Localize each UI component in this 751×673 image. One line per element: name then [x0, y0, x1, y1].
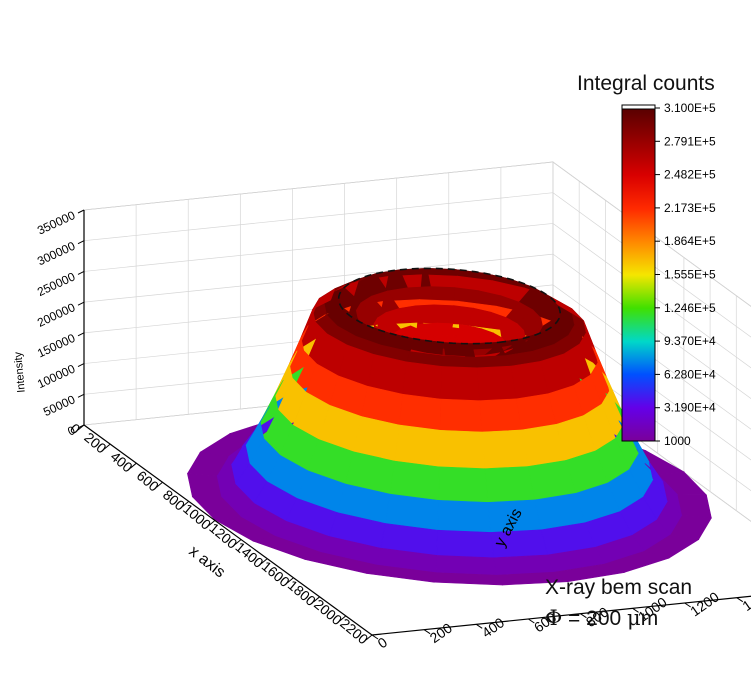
- colorbar-tick-label: 3.100E+5: [664, 101, 716, 115]
- x-axis-line: [83, 424, 373, 636]
- phi-symbol: Φ: [545, 606, 563, 630]
- x-tick-label: 2200: [337, 615, 371, 647]
- colorbar-tick-label: 1.864E+5: [664, 234, 716, 248]
- annotation-title: X-ray bem scan: [545, 576, 693, 599]
- surface-patch: [389, 460, 440, 501]
- surface-patch: [304, 552, 377, 574]
- z-tick: [77, 393, 85, 398]
- z-axis-label: Intensity: [12, 351, 28, 393]
- surface-patch: [438, 466, 489, 503]
- x-tick: [287, 577, 294, 584]
- z-tick: [77, 301, 85, 306]
- z-tick: [77, 424, 85, 429]
- z-tick-label: 300000: [35, 239, 78, 269]
- colorbar-cap: [621, 104, 656, 110]
- surface-patch: [435, 555, 497, 576]
- grid-walls: [83, 161, 751, 522]
- y-tick: [423, 629, 431, 635]
- z-tick-label: 100000: [35, 361, 78, 391]
- x-tick: [313, 596, 320, 603]
- y-tick-label: 400: [479, 614, 507, 641]
- surface-patch: [402, 361, 442, 400]
- surface-patch: [481, 429, 529, 470]
- z-tick-label: 350000: [35, 208, 78, 238]
- colorbar-tick-label: 1.555E+5: [664, 268, 716, 282]
- y-tick: [475, 623, 483, 629]
- colorbar-tick-label: 6.280E+4: [664, 367, 716, 381]
- beam-size-equals: = 200: [562, 607, 628, 630]
- surface-patch: [437, 500, 492, 533]
- surface-patch: [439, 398, 483, 433]
- z-tick-label: 50000: [41, 392, 77, 419]
- z-tick: [77, 270, 85, 275]
- surface-patch: [438, 429, 486, 470]
- surface-patch: [479, 398, 522, 433]
- y-tick-label: 1200: [687, 588, 722, 619]
- colorbar-tick-label: 1000: [664, 434, 691, 448]
- surface-patch: [476, 365, 517, 402]
- colorbar-title: Integral counts: [577, 72, 715, 95]
- y-tick-label: 200: [427, 619, 455, 646]
- surface-patch: [394, 424, 441, 468]
- x-axis-label: x axis: [186, 543, 229, 582]
- colorbar-tick-label: 2.791E+5: [664, 134, 716, 148]
- surface-patch: [441, 355, 478, 369]
- x-tick: [339, 615, 347, 622]
- x-tick: [156, 481, 163, 488]
- colorbar-tick-label: 2.173E+5: [664, 201, 716, 215]
- y-tick-label: 0: [375, 634, 391, 652]
- beam-size-unit: m: [640, 607, 659, 630]
- annotation-beam-size: Φ = 200 μm: [545, 606, 658, 631]
- y-tick: [632, 607, 639, 613]
- x-tick: [208, 520, 216, 526]
- surface-patch: [440, 366, 480, 402]
- y-tick: [736, 597, 744, 603]
- y-tick: [580, 613, 587, 619]
- colorbar-tick-label: 9.370E+4: [664, 334, 716, 348]
- y-tick: [684, 602, 691, 608]
- y-axis-line: [371, 595, 751, 636]
- surface-patch: [484, 466, 535, 503]
- x-tick: [182, 500, 190, 507]
- colorbar-tick-label: 3.190E+4: [664, 401, 716, 415]
- colorbar: 3.100E+5 2.791E+5 2.482E+5 2.173E+5 1.864E+5…: [621, 101, 716, 448]
- z-tick-label: 150000: [35, 331, 78, 361]
- surface-patch: [398, 393, 442, 431]
- surface-patch: [493, 554, 555, 576]
- y-tick: [528, 618, 535, 624]
- surface-patch: [187, 473, 222, 498]
- x-tick-label: 400: [108, 448, 136, 475]
- colorbar-tick-label: 1.246E+5: [664, 301, 716, 315]
- x-tick: [365, 634, 373, 641]
- surface-plot: [186, 267, 712, 586]
- x-tick: [234, 539, 242, 545]
- surface-patch: [436, 529, 495, 559]
- y-tick-label: 1400: [739, 583, 751, 614]
- z-tick-label: 200000: [35, 300, 78, 330]
- z-tick: [77, 209, 85, 214]
- mu-symbol: μ: [627, 606, 641, 630]
- y-tick: [371, 634, 379, 640]
- x-tick: [260, 558, 268, 565]
- x-tick: [103, 443, 111, 450]
- x-tick-label: 200: [81, 429, 109, 456]
- surface-patch: [474, 355, 512, 369]
- z-tick: [77, 240, 85, 245]
- z-tick: [77, 332, 85, 337]
- colorbar-tick-label: 2.482E+5: [664, 168, 716, 182]
- x-tick-label: 600: [134, 467, 162, 494]
- z-tick: [77, 363, 85, 368]
- colorbar-rect: [621, 108, 656, 442]
- x-tick: [130, 462, 137, 469]
- surface-patch: [441, 342, 476, 358]
- surface-patch: [677, 494, 712, 519]
- z-tick-label: 250000: [35, 269, 78, 299]
